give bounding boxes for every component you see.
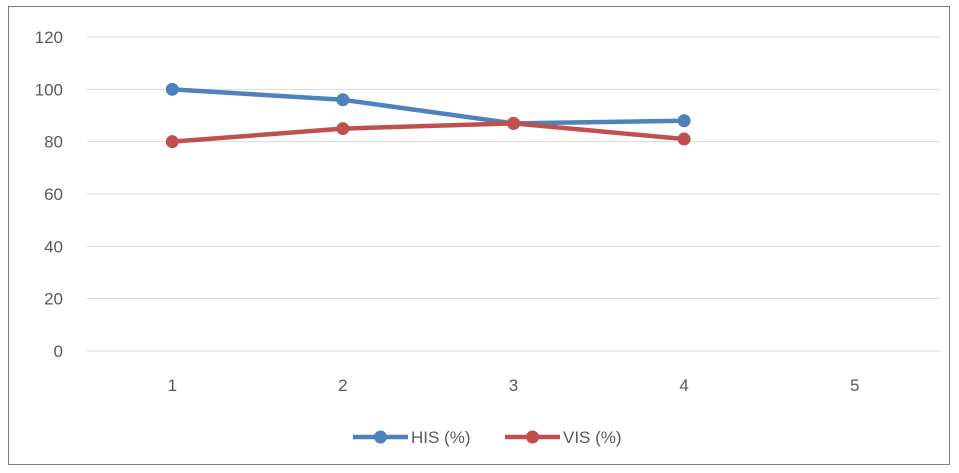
- x-tick-label: 2: [338, 376, 347, 395]
- y-tick-label: 80: [44, 133, 63, 152]
- legend-label: HIS (%): [411, 428, 471, 447]
- gridlines: [87, 36, 940, 352]
- data-point: [507, 116, 520, 130]
- data-point: [165, 82, 179, 96]
- data-point: [336, 93, 350, 107]
- x-axis-tick-labels: 1 2 3 4 5: [168, 376, 860, 395]
- y-tick-label: 60: [44, 185, 63, 204]
- legend-marker: [526, 430, 539, 444]
- legend-item: VIS (%): [505, 428, 622, 447]
- x-tick-label: 1: [168, 376, 177, 395]
- series-line-1: [170, 121, 687, 144]
- legend-label: VIS (%): [563, 428, 622, 447]
- data-point: [165, 135, 179, 149]
- x-tick-label: 4: [679, 376, 688, 395]
- legend-marker: [374, 430, 387, 444]
- y-tick-label: 120: [35, 28, 63, 47]
- y-axis-tick-labels: 0 20 40 60 80 100 120: [35, 28, 63, 361]
- y-tick-label: 20: [44, 290, 63, 309]
- y-tick-label: 100: [35, 80, 63, 99]
- legend: HIS (%) VIS (%): [353, 428, 622, 447]
- data-point: [677, 114, 691, 128]
- data-point: [336, 122, 350, 136]
- x-tick-label: 5: [850, 376, 859, 395]
- legend-item: HIS (%): [353, 428, 471, 447]
- y-tick-label: 40: [44, 237, 63, 256]
- series-lines: [165, 82, 691, 149]
- series-line-0: [170, 87, 687, 126]
- data-point: [677, 132, 691, 146]
- chart-frame: [8, 6, 950, 465]
- y-tick-label: 0: [54, 342, 63, 361]
- x-tick-label: 3: [509, 376, 518, 395]
